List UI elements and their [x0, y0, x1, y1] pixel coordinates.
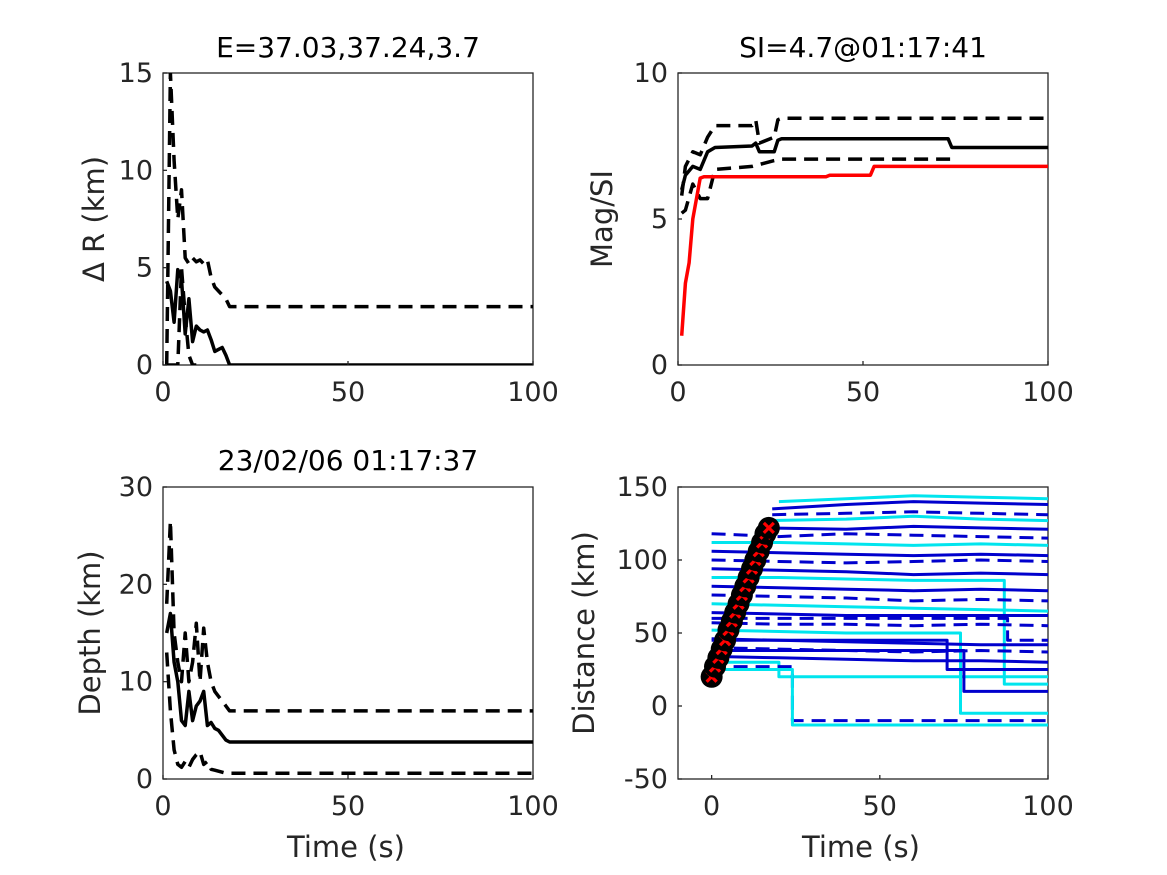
delta-r-ylabel: Δ R (km) [77, 156, 111, 282]
y-tick-label: 5 [651, 204, 668, 235]
series-line-3-8 [711, 558, 1048, 565]
depth-ylabel: Depth (km) [73, 550, 107, 715]
y-tick-label: 0 [651, 691, 668, 722]
mag-si-ticks: 0 50 100 0 5 10 [634, 58, 1074, 408]
y-tick-label: 50 [634, 618, 668, 649]
y-tick-label: 150 [616, 472, 668, 503]
y-tick-label: 15 [119, 58, 153, 89]
y-tick-label: 0 [136, 764, 153, 795]
distance-xlabel: Time (s) [801, 830, 920, 864]
series-line-3-3 [765, 514, 1048, 523]
series-line-3-16 [711, 628, 1048, 715]
x-tick-label: 0 [669, 377, 686, 408]
distance-ticks: 0 50 100 -50 0 50 100 150 [616, 472, 1073, 822]
x-tick-label: 100 [1022, 377, 1074, 408]
series-line-3-12 [711, 593, 1048, 603]
series-line-3-15 [711, 621, 1048, 628]
y-tick-label: 10 [119, 667, 153, 698]
x-tick-label: 50 [331, 377, 365, 408]
series-line-3-4 [762, 524, 1048, 531]
series-line-2-0 [164, 611, 533, 744]
mag-si-ylabel: Mag/SI [585, 170, 619, 268]
panel-distance: 0 50 100 -50 0 50 100 150 Distance (km) Time (s… [567, 472, 1074, 864]
depth-xlabel: Time (s) [286, 830, 405, 864]
delta-r-lines [164, 73, 533, 365]
series-line-3-10 [711, 576, 1048, 686]
y-tick-label: 10 [119, 155, 153, 186]
delta-r-title: E=37.03,37.24,3.7 [216, 31, 480, 64]
y-tick-label: 10 [634, 58, 668, 89]
series-line-1-3 [679, 164, 1048, 336]
x-tick-label: 0 [154, 791, 171, 822]
delta-r-ticks: 0 50 100 0 5 10 15 [119, 58, 559, 408]
series-line-3-19 [711, 654, 1048, 664]
series-line-3-13 [711, 602, 1048, 613]
series-line-1-2 [680, 157, 952, 215]
distance-lines [700, 494, 1048, 727]
y-tick-label: 30 [119, 472, 153, 503]
y-tick-label: -50 [624, 764, 668, 795]
x-tick-label: 100 [1022, 791, 1074, 822]
depth-lines [164, 519, 533, 775]
panel-delta-r: 0 50 100 0 5 10 15 E=37.03,37.24,3.7 Δ R (km) [77, 31, 559, 408]
origin-marker [757, 516, 780, 539]
y-tick-label: 0 [136, 350, 153, 381]
x-tick-label: 50 [331, 791, 365, 822]
series-line-3-1 [772, 500, 1048, 511]
axes-box-delta-r [162, 72, 534, 366]
series-line-0-0 [165, 267, 533, 365]
y-tick-label: 20 [119, 569, 153, 600]
mag-si-title: SI=4.7@01:17:41 [739, 31, 987, 64]
series-line-3-9 [711, 567, 1048, 577]
x-tick-label: 0 [154, 377, 171, 408]
y-tick-label: 0 [651, 350, 668, 381]
series-line-3-22 [711, 668, 1048, 727]
series-line-3-14 [711, 611, 1048, 617]
series-line-3-2 [772, 510, 1048, 517]
series-line-1-1 [679, 116, 1048, 196]
series-line-3-24 [711, 616, 1048, 642]
series-line-3-18 [711, 646, 1048, 654]
depth-ticks: 0 50 100 0 10 20 30 [119, 472, 559, 822]
axes-box-mag-si [677, 72, 1049, 366]
x-tick-label: 50 [863, 791, 897, 822]
series-line-2-2 [164, 652, 533, 775]
x-tick-label: 0 [703, 791, 720, 822]
series-line-2-1 [164, 519, 533, 713]
distance-ylabel: Distance (km) [567, 531, 601, 735]
x-tick-label: 100 [507, 791, 559, 822]
axes-box-depth [162, 486, 534, 780]
x-tick-label: 100 [507, 377, 559, 408]
panel-depth: 0 50 100 0 10 20 30 23/02/06 01:17:37 Depth (k… [73, 444, 559, 864]
y-tick-label: 100 [616, 545, 668, 576]
series-line-1-0 [680, 136, 1048, 191]
series-line-0-2 [166, 265, 197, 365]
series-line-3-25 [711, 638, 1048, 671]
series-line-0-1 [164, 73, 533, 365]
mag-si-lines [679, 116, 1048, 336]
y-tick-label: 5 [136, 253, 153, 284]
series-line-3-0 [778, 494, 1048, 504]
x-tick-label: 50 [846, 377, 880, 408]
panel-mag-si: 0 50 100 0 5 10 SI=4.7@01:17:41 Mag/SI [585, 31, 1074, 408]
series-line-3-11 [711, 584, 1048, 593]
depth-title: 23/02/06 01:17:37 [218, 444, 478, 477]
